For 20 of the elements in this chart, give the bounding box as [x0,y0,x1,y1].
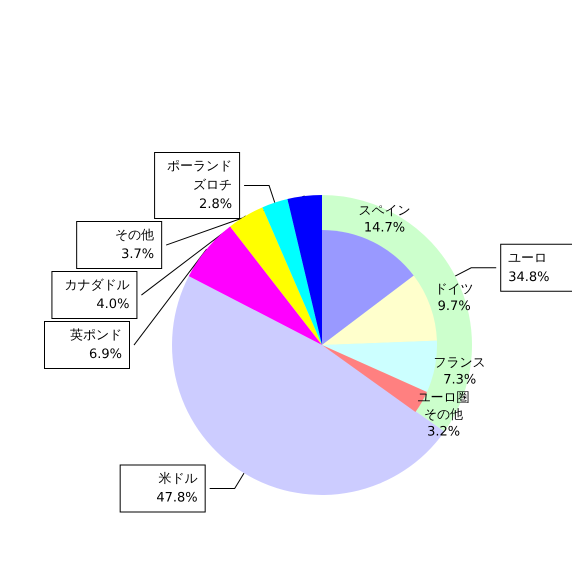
slice-label: フランス [434,356,486,371]
slice-label: スペイン [358,203,411,218]
slice-label: 米ドル [158,472,198,487]
slice-label: カナダドル [64,278,130,294]
slice-label: ユーロ圏その他 [418,390,470,422]
data-label: 34.8% [508,270,550,285]
slice-label: その他 [115,228,154,244]
slice-label: ドイツ [434,282,474,297]
data-label: 2.8% [199,197,232,212]
slice-label: 英ポンド [70,328,122,344]
data-label: 7.3% [443,372,476,388]
data-label: 47.8% [156,490,198,506]
data-label: 6.9% [88,347,122,362]
slice-label: ポーランドズロチ [167,159,232,194]
data-label: 4.0% [96,297,130,312]
data-label: 9.7% [438,298,471,314]
data-label: 3.7% [121,247,154,262]
slice-label: ユーロ [508,250,548,266]
data-label: 14.7% [364,220,406,236]
data-label: 3.2% [427,424,460,440]
